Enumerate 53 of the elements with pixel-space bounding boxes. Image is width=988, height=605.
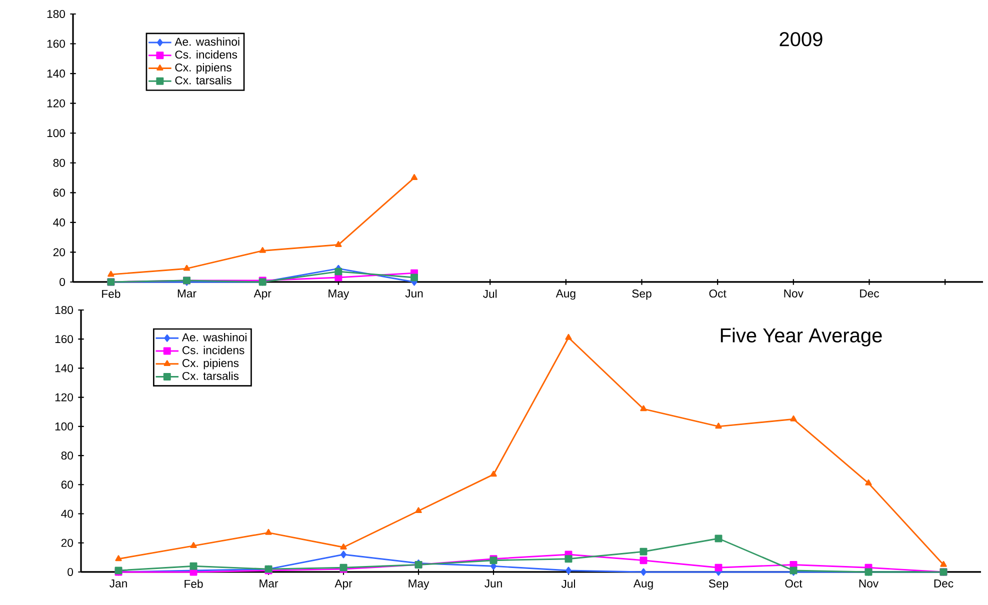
y-tick-label: 180 xyxy=(47,10,65,18)
x-tick-label: Mar xyxy=(260,580,278,588)
y-tick-label: 40 xyxy=(61,510,74,518)
x-tick-label: Feb xyxy=(184,580,203,588)
text: 2009 xyxy=(780,32,822,46)
x-tick-label: Nov xyxy=(784,290,804,298)
x-tick-label: Apr xyxy=(254,290,272,300)
y-tick-label: 60 xyxy=(61,480,74,489)
x-tick-label: Apr xyxy=(334,580,352,590)
x-tick-label: Nov xyxy=(859,580,879,588)
y-tick-label: 80 xyxy=(53,158,66,167)
y-tick-label: 60 xyxy=(53,188,66,197)
x-tick-label: Oct xyxy=(785,580,802,588)
legend-label: Cx. pipiens xyxy=(182,358,239,370)
y-tick-label: 160 xyxy=(55,335,73,344)
y-tick-label: 100 xyxy=(55,422,73,430)
y-tick-label: 80 xyxy=(61,452,74,460)
x-tick-label: Sep xyxy=(632,290,652,300)
y-tick-label: 100 xyxy=(47,129,65,138)
y-tick-label: 20 xyxy=(61,538,74,547)
x-tick-label: Dec xyxy=(934,580,954,588)
legend-label: Cs. incidens xyxy=(182,346,244,354)
legend-label: Cx. tarsalis xyxy=(175,76,232,84)
x-tick-label: Jan xyxy=(110,580,127,588)
x-tick-label: May xyxy=(328,290,350,300)
legend-label: Cx. tarsalis xyxy=(182,372,239,380)
x-tick-label: May xyxy=(408,580,430,590)
y-tick-label: 0 xyxy=(60,278,66,286)
y-tick-label: 140 xyxy=(55,364,73,372)
x-tick-label: Dec xyxy=(860,290,880,298)
y-tick-label: 160 xyxy=(47,40,65,48)
x-tick-label: Aug xyxy=(556,290,576,300)
x-tick-label: Mar xyxy=(178,290,196,298)
text: Five Year Average xyxy=(720,328,882,346)
y-tick-label: 20 xyxy=(53,248,66,256)
x-tick-label: Jul xyxy=(561,580,575,588)
y-tick-label: 180 xyxy=(55,306,73,314)
x-tick-label: Jul xyxy=(483,290,497,298)
x-tick-label: Feb xyxy=(102,290,120,298)
x-tick-label: Aug xyxy=(633,580,653,590)
y-tick-label: 0 xyxy=(68,568,74,576)
legend-label: Ae. washinoi xyxy=(174,37,240,46)
legend-label: Cx. pipiens xyxy=(175,63,232,74)
x-tick-label: Jun xyxy=(405,290,423,298)
y-tick-label: 120 xyxy=(55,393,73,402)
x-tick-label: Oct xyxy=(709,290,726,298)
x-tick-label: Jun xyxy=(484,580,502,588)
y-tick-label: 140 xyxy=(47,70,65,78)
y-tick-label: 40 xyxy=(53,218,66,226)
legend-label: Cs. incidens xyxy=(175,50,238,59)
y-tick-label: 120 xyxy=(47,99,65,108)
x-tick-label: Sep xyxy=(708,580,728,590)
legend-label: Ae. washinoi xyxy=(182,332,246,342)
